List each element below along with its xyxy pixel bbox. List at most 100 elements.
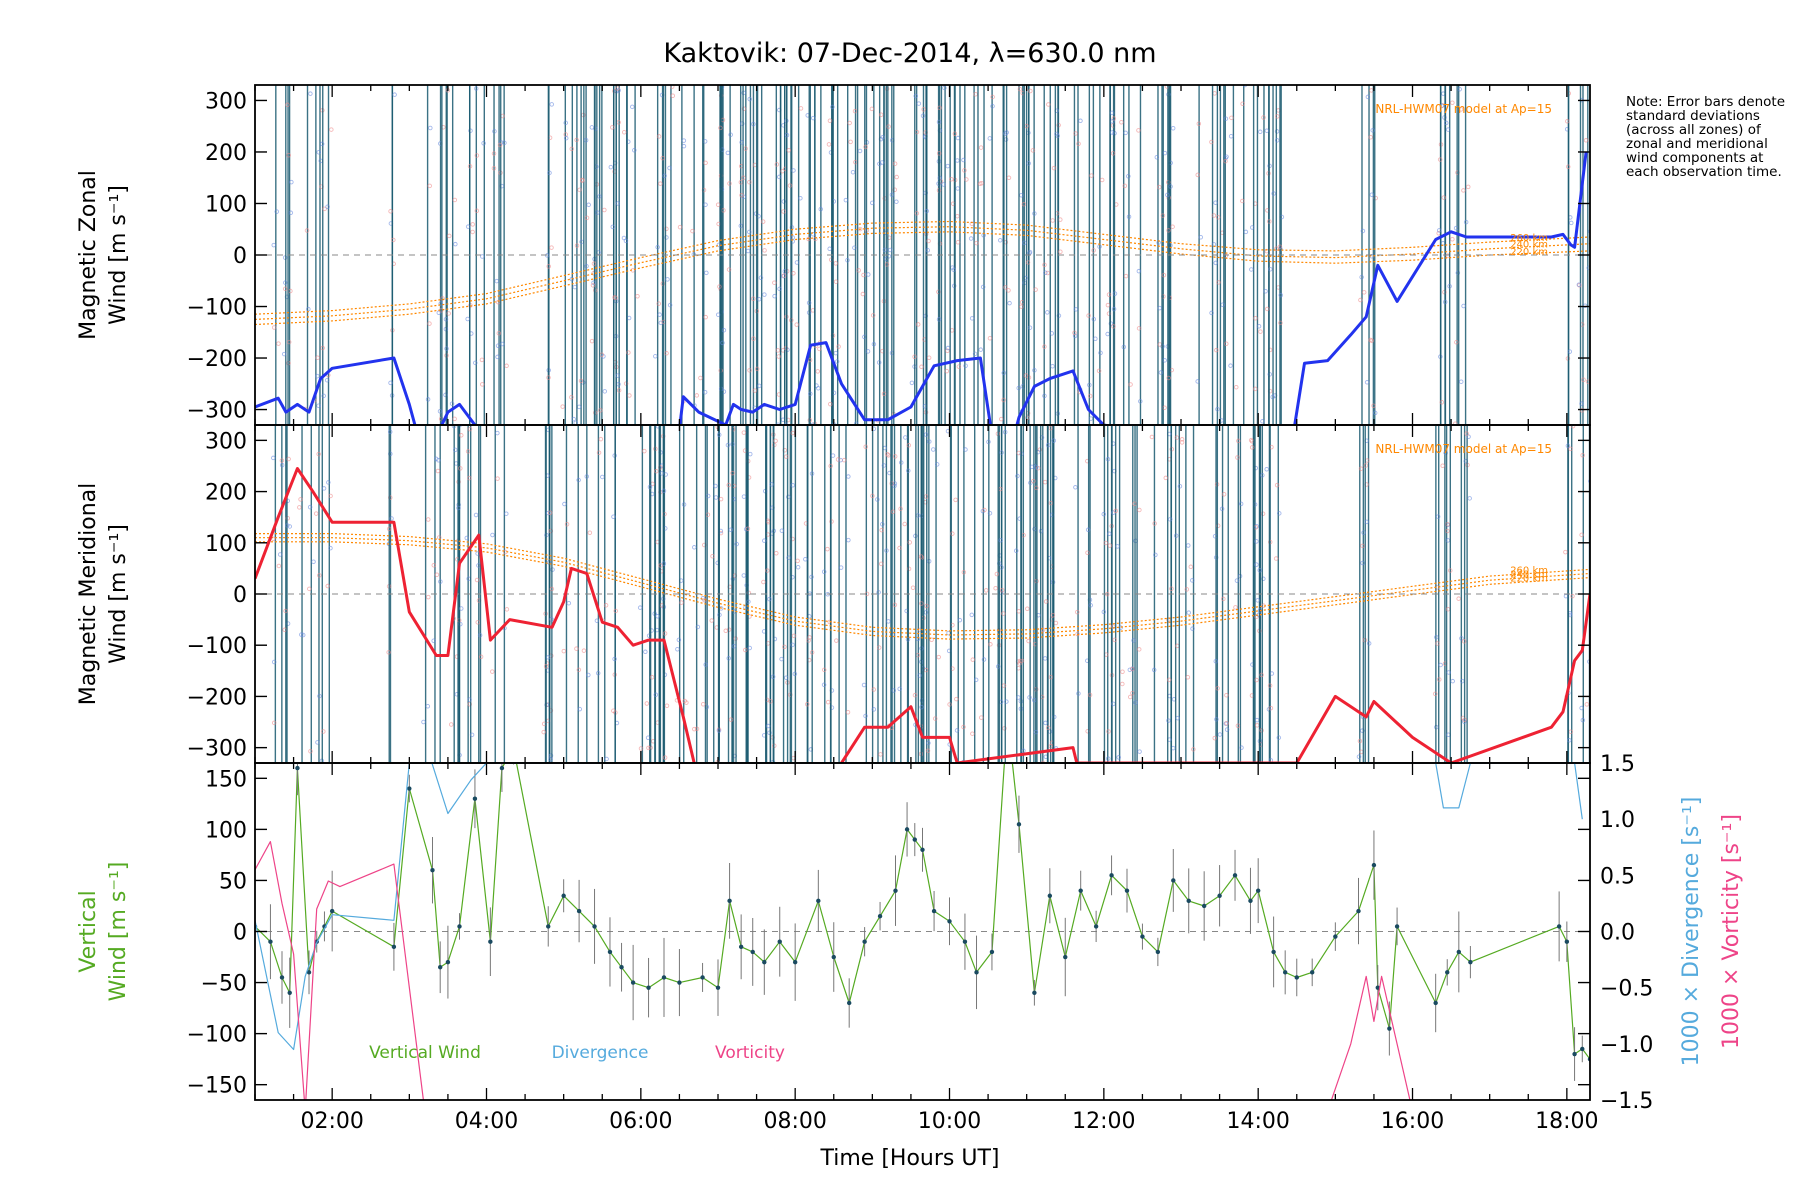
zone-marker [287,524,293,529]
zone-marker [1173,533,1179,538]
zone-marker [1369,192,1375,198]
zone-marker [477,632,483,638]
zone-marker [1209,139,1214,145]
zone-marker [1275,114,1280,119]
x-tick-label: 02:00 [300,1109,363,1134]
zone-marker [880,135,885,140]
zone-marker [758,275,764,281]
zone-marker [993,585,998,591]
zone-marker [982,507,987,513]
zone-marker [1214,717,1219,722]
zone-marker [767,730,772,735]
zone-marker [746,590,752,596]
data-point [846,1000,852,1006]
zone-marker [1273,556,1279,561]
zone-marker [1211,213,1217,218]
zone-marker [1256,323,1262,329]
y-tick-label: −200 [187,347,247,372]
zone-marker [324,377,330,383]
zone-marker [961,570,967,575]
zone-marker [1109,130,1115,135]
zone-marker [1003,131,1008,136]
zone-marker [1445,127,1451,132]
zone-marker [1042,393,1047,399]
zone-marker [1031,697,1037,703]
zone-marker [726,267,732,272]
y-tick-label: 0 [233,583,247,608]
y-tick-label: −300 [187,737,247,762]
zone-marker [321,729,326,734]
zone-marker [1127,667,1133,673]
zone-marker [643,649,648,655]
zone-marker [1258,129,1263,135]
zone-marker [1101,511,1106,517]
zone-marker [1075,609,1080,615]
data-point [738,944,744,950]
zone-marker [925,248,931,253]
zone-marker [590,283,596,288]
legend-entry: Divergence [552,1043,649,1063]
data-point [1248,898,1253,904]
zone-marker [723,628,728,634]
zone-marker [1235,723,1241,729]
data-point [287,990,292,995]
zone-marker [1023,373,1029,378]
zone-marker [1467,496,1472,501]
zone-marker [1087,692,1093,698]
zone-marker [669,85,675,89]
zone-marker [1567,349,1573,354]
y-axis-label-line2: Wind [m s⁻¹] [106,862,131,1002]
zone-marker [1214,347,1219,353]
zone-marker [389,516,394,521]
zone-marker [731,644,737,649]
zone-marker [878,752,883,757]
zone-marker [936,181,941,186]
zone-marker [387,429,393,435]
zone-marker [602,207,607,213]
data-point [1309,970,1315,975]
zone-marker [740,121,745,126]
zone-marker [1267,683,1273,688]
data-point [715,985,721,990]
zone-marker [1260,419,1265,424]
zone-marker [613,295,618,300]
data-point [989,949,995,955]
zone-marker [1122,183,1128,189]
zone-marker [1360,728,1365,733]
zone-marker [387,495,393,500]
zone-marker [739,140,744,145]
zone-marker [870,200,875,206]
zone-marker [924,603,929,609]
zone-marker [881,391,887,397]
zone-marker [1234,384,1239,390]
zone-marker [760,219,766,224]
zone-marker [654,468,659,474]
legend-entry: Vorticity [715,1043,785,1063]
y-tick-label: 200 [205,481,247,506]
zone-marker [1001,397,1006,403]
zone-marker [765,568,770,573]
zone-marker [307,586,312,592]
zone-marker [1056,313,1062,318]
zone-marker [504,607,510,612]
zone-marker [1461,303,1466,309]
zone-marker [664,351,669,356]
zone-marker [1053,620,1059,626]
zone-marker [451,425,457,429]
zone-marker [803,556,808,562]
zone-marker [546,655,551,660]
zone-marker [807,635,812,640]
zone-marker [772,280,777,285]
zone-marker [850,169,856,175]
zone-marker [1440,241,1446,246]
zone-marker [1461,188,1466,193]
zone-marker [1017,658,1023,664]
zone-marker [1054,131,1059,137]
zone-marker [665,277,670,282]
data-point [1171,878,1176,883]
zone-marker [1126,173,1131,179]
data-point [1468,959,1473,965]
zone-marker [713,483,718,489]
zone-marker [658,465,663,470]
zone-marker [1213,260,1218,266]
